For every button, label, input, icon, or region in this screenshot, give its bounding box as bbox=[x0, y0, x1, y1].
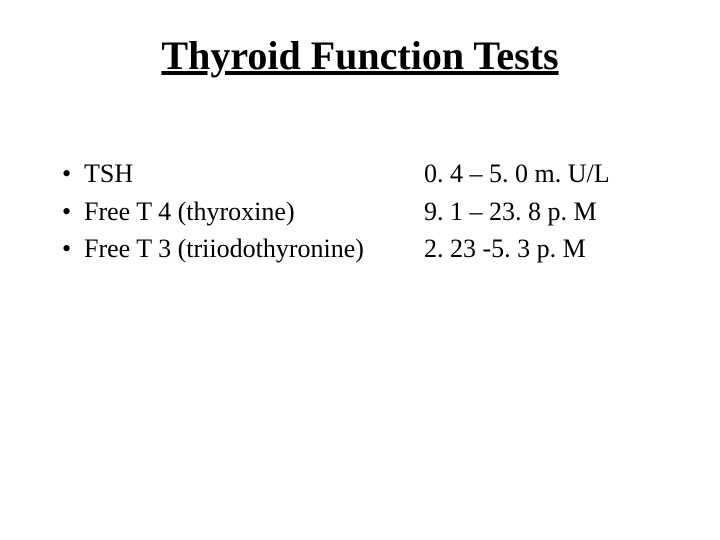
test-name: TSH bbox=[84, 155, 424, 193]
reference-range: 2. 23 -5. 3 p. M bbox=[424, 230, 662, 268]
slide: Thyroid Function Tests • TSH 0. 4 – 5. 0… bbox=[0, 0, 720, 540]
bullet-icon: • bbox=[62, 193, 84, 231]
bullet-icon: • bbox=[62, 230, 84, 268]
slide-title: Thyroid Function Tests bbox=[0, 32, 720, 79]
content-list: • TSH 0. 4 – 5. 0 m. U/L • Free T 4 (thy… bbox=[62, 155, 662, 268]
reference-range: 0. 4 – 5. 0 m. U/L bbox=[424, 155, 662, 193]
list-item: • TSH 0. 4 – 5. 0 m. U/L bbox=[62, 155, 662, 193]
test-name: Free T 3 (triiodothyronine) bbox=[84, 230, 424, 268]
test-name: Free T 4 (thyroxine) bbox=[84, 193, 424, 231]
bullet-icon: • bbox=[62, 155, 84, 193]
list-item: • Free T 3 (triiodothyronine) 2. 23 -5. … bbox=[62, 230, 662, 268]
reference-range: 9. 1 – 23. 8 p. M bbox=[424, 193, 662, 231]
list-item: • Free T 4 (thyroxine) 9. 1 – 23. 8 p. M bbox=[62, 193, 662, 231]
